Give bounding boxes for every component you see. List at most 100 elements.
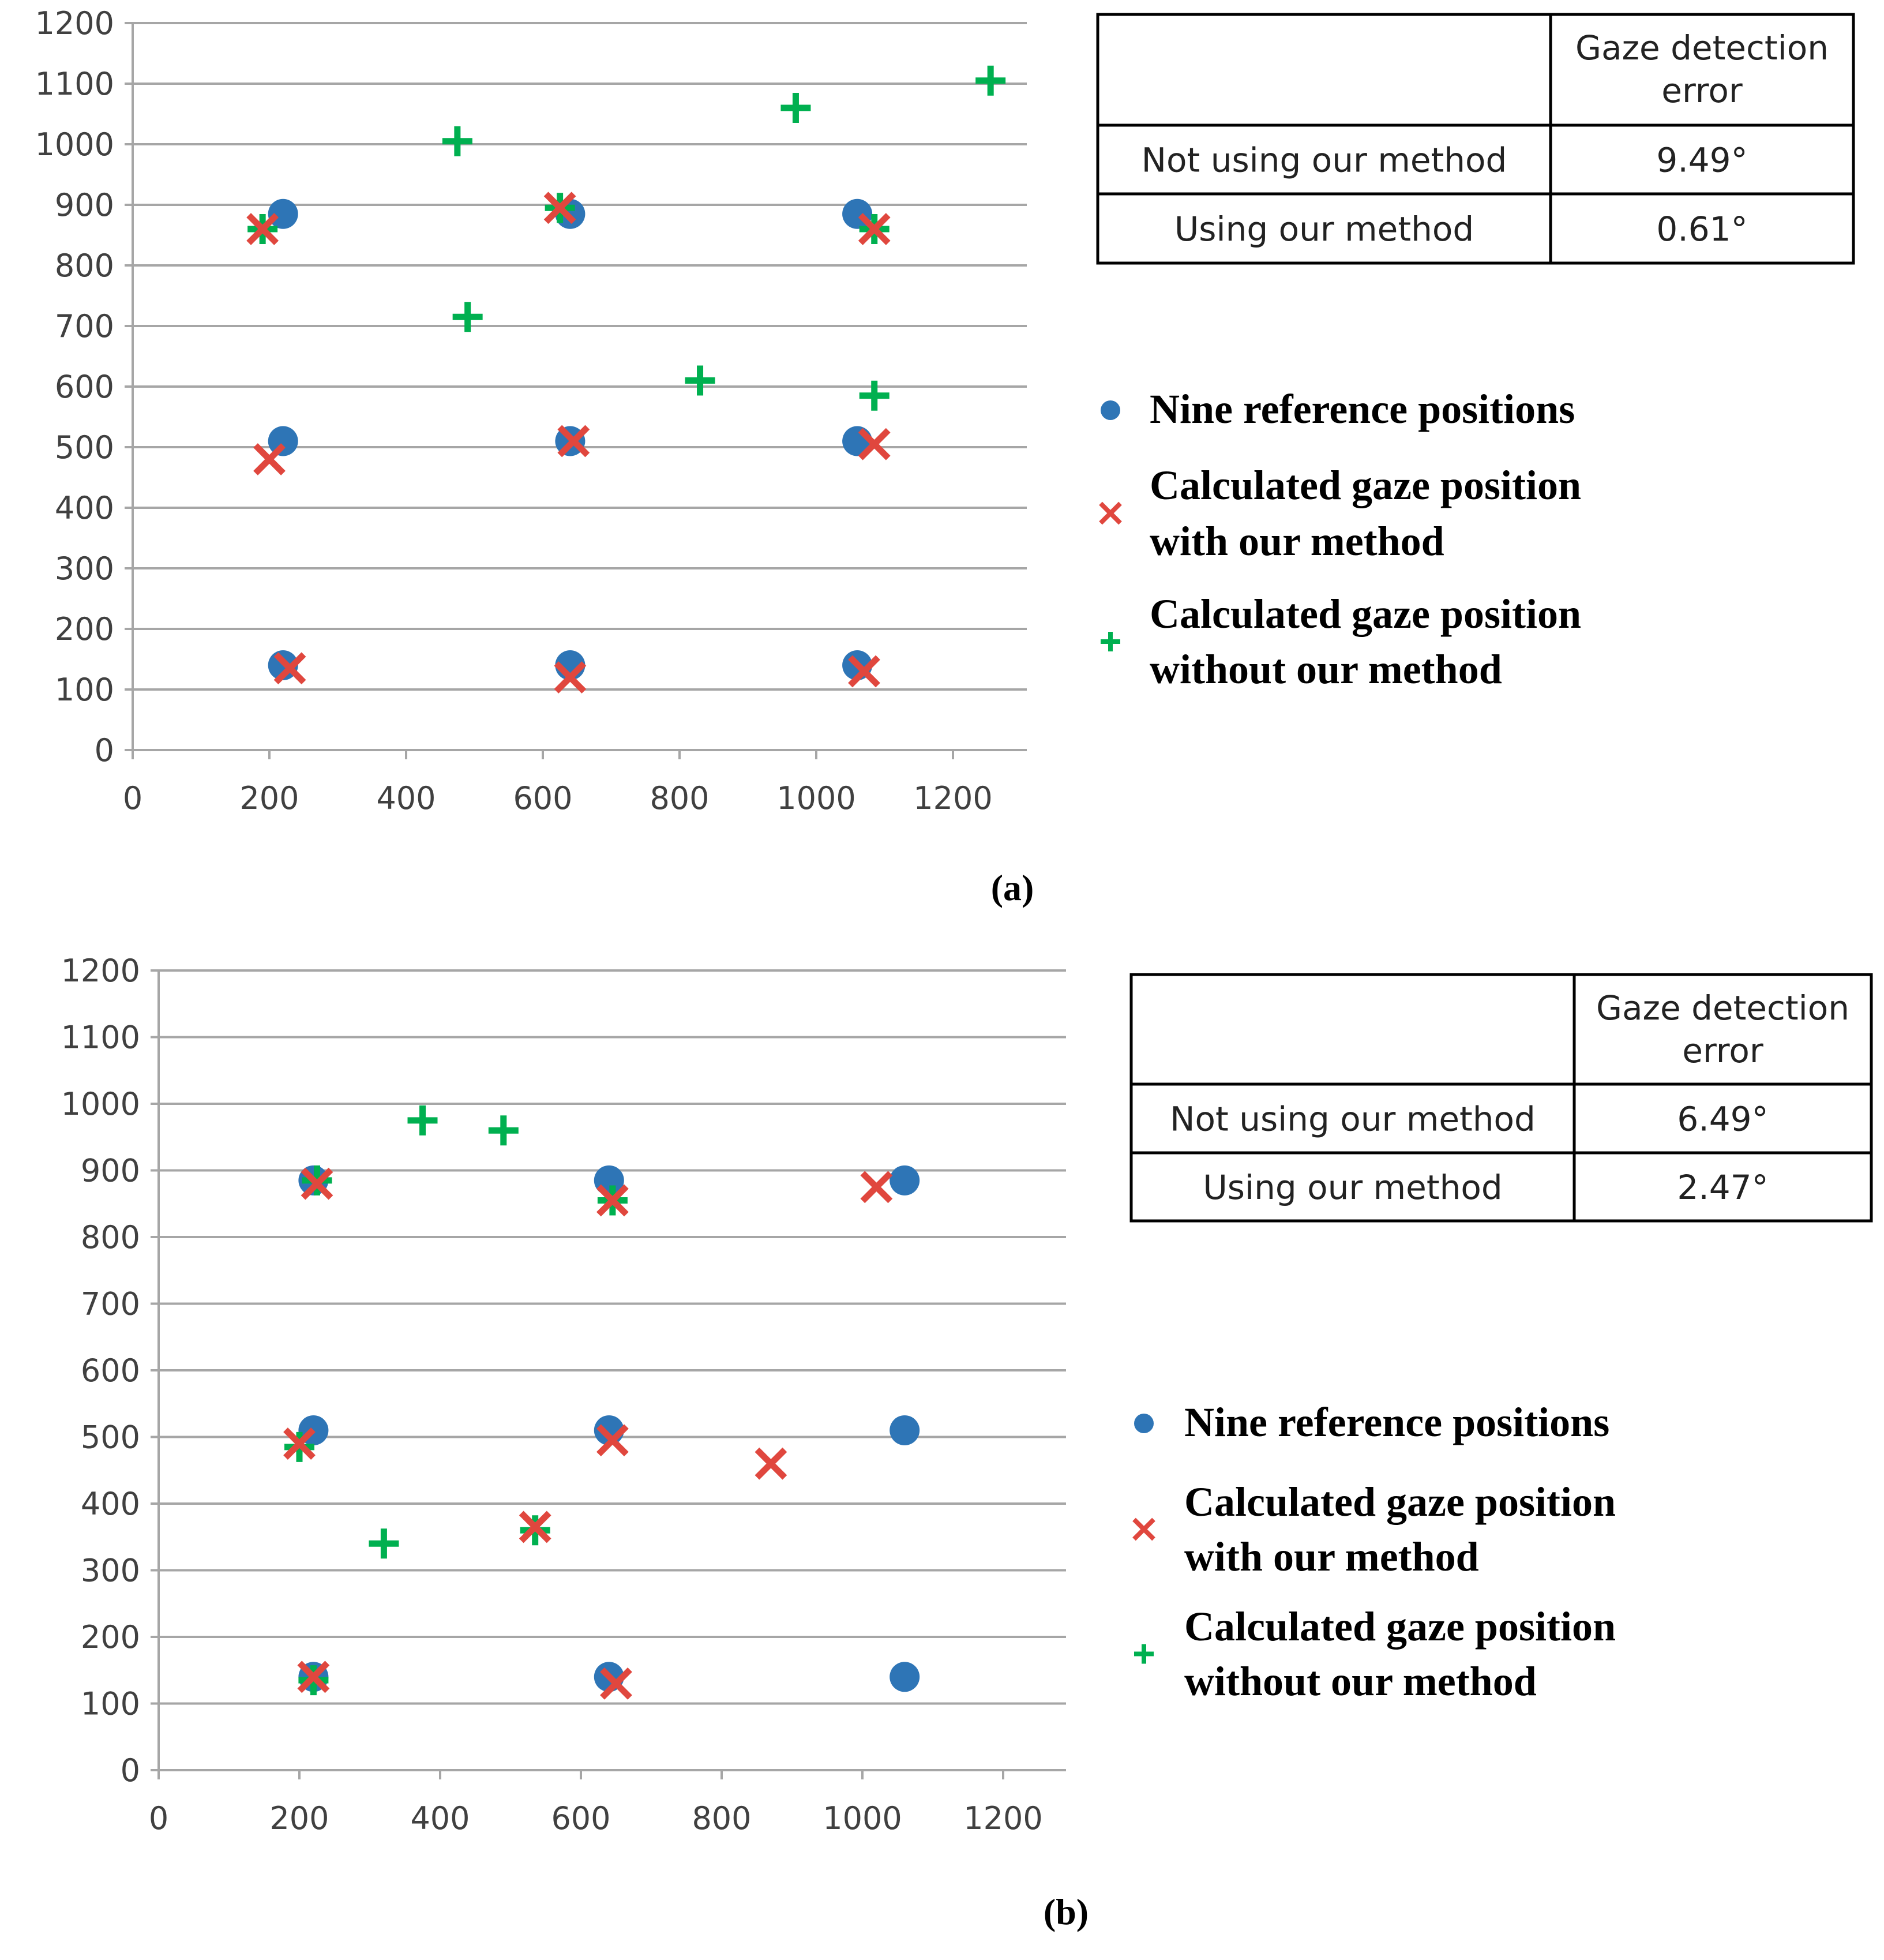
y-tick-label: 200	[55, 611, 114, 647]
legend-label: Nine reference positions	[1184, 1399, 1609, 1445]
y-tick-label: 1000	[35, 126, 114, 163]
x-tick-label: 400	[376, 780, 436, 816]
y-tick-label: 1200	[61, 953, 140, 989]
reference-point	[1101, 400, 1120, 420]
with-method-stroke	[755, 1447, 787, 1480]
without-method-point	[975, 65, 1006, 96]
y-tick-label: 900	[55, 187, 114, 223]
legend-label: Calculated gaze position	[1184, 1479, 1616, 1525]
y-tick-label: 500	[81, 1419, 140, 1456]
y-tick-label: 100	[55, 672, 114, 708]
with-method-stroke	[297, 1661, 330, 1693]
legend-label: with our method	[1150, 518, 1444, 564]
legend-label: without our method	[1150, 646, 1502, 692]
without-method-point	[685, 365, 715, 396]
y-tick-label: 1100	[35, 66, 114, 102]
y-tick-label: 1200	[35, 5, 114, 42]
x-tick-label: 1000	[823, 1800, 902, 1837]
y-tick-label: 800	[81, 1219, 140, 1256]
with-method-stroke	[848, 655, 880, 688]
y-tick-label: 700	[81, 1286, 140, 1322]
reference-point	[890, 1415, 920, 1445]
x-tick-label: 600	[551, 1800, 610, 1837]
table-row-label: Not using our method	[1170, 1100, 1536, 1139]
without-method-point	[369, 1528, 399, 1559]
with-method-point	[848, 655, 880, 688]
with-method-point	[600, 1667, 632, 1700]
without-method-point	[1134, 1644, 1154, 1664]
with-method-stroke	[283, 1427, 316, 1460]
with-method-point	[519, 1511, 551, 1543]
without-method-point	[859, 380, 890, 411]
table-header: Gaze detection	[1575, 28, 1829, 68]
with-method-stroke	[543, 192, 576, 224]
data-series	[246, 65, 1006, 694]
table-row-value: 9.49°	[1656, 141, 1747, 180]
table-row-value: 6.49°	[1677, 1100, 1768, 1139]
without-method-point	[780, 93, 811, 123]
legend-label: Nine reference positions	[1150, 386, 1575, 432]
x-tick-label: 600	[513, 780, 572, 816]
x-tick-label: 0	[123, 780, 142, 816]
legend-label: Calculated gaze position	[1150, 462, 1581, 508]
x-tick-label: 800	[650, 780, 709, 816]
legend-label: without our method	[1184, 1658, 1537, 1704]
chart-panel-b: 0 100 200 300 400 500 600 700 800 900 1000 1100 1200…	[61, 953, 1873, 1932]
without-method-point	[407, 1105, 438, 1135]
with-method-stroke	[596, 1184, 629, 1217]
data-series	[283, 1105, 920, 1700]
with-method-point	[1132, 1517, 1155, 1541]
legend-label: Calculated gaze position	[1184, 1603, 1616, 1650]
reference-point	[890, 1165, 920, 1196]
y-tick-label: 1000	[61, 1086, 140, 1122]
with-method-stroke	[858, 213, 891, 245]
without-method-point	[452, 302, 483, 332]
with-method-stroke	[600, 1667, 632, 1700]
y-tick-label: 700	[55, 308, 114, 344]
with-method-point	[554, 661, 587, 694]
legend-label: with our method	[1184, 1534, 1479, 1580]
panel-label: (b)	[1044, 1891, 1089, 1932]
with-method-point	[755, 1447, 787, 1480]
table-border	[1129, 973, 1873, 1223]
y-tick-label: 1100	[61, 1020, 140, 1056]
table-header: Gaze detection	[1596, 988, 1849, 1028]
with-method-point	[273, 652, 306, 685]
x-tick-label: 400	[410, 1800, 470, 1837]
reference-point	[268, 426, 298, 456]
with-method-point	[301, 1167, 333, 1200]
y-tick-label: 200	[81, 1619, 140, 1655]
x-tick-label: 0	[149, 1800, 168, 1837]
y-tick-label: 400	[55, 490, 114, 526]
reference-point	[268, 198, 298, 229]
x-tick-label: 800	[692, 1800, 751, 1837]
table-row-label: Not using our method	[1142, 141, 1507, 180]
y-tick-label: 300	[55, 550, 114, 587]
with-method-point	[253, 443, 286, 475]
y-tick-label: 800	[55, 248, 114, 284]
with-method-stroke	[596, 1424, 629, 1457]
with-method-point	[557, 425, 590, 458]
with-method-point	[858, 213, 891, 245]
y-tick-label: 600	[55, 369, 114, 405]
with-method-stroke	[519, 1511, 551, 1543]
with-method-point	[283, 1427, 316, 1460]
table-row-label: Using our method	[1174, 209, 1474, 249]
y-tick-label: 600	[81, 1352, 140, 1389]
with-method-stroke	[246, 213, 279, 245]
y-tick-label: 500	[55, 429, 114, 466]
table-row-value: 2.47°	[1677, 1168, 1768, 1207]
without-method-point	[442, 126, 472, 156]
with-method-stroke	[253, 443, 286, 475]
with-method-stroke	[860, 1171, 893, 1204]
with-method-stroke	[554, 661, 587, 694]
without-method-point	[488, 1115, 519, 1146]
with-method-point	[543, 192, 576, 224]
x-tick-label: 1000	[776, 780, 855, 816]
table-header: error	[1661, 71, 1743, 110]
table-row-value: 0.61°	[1656, 209, 1747, 249]
with-method-point	[596, 1184, 629, 1217]
